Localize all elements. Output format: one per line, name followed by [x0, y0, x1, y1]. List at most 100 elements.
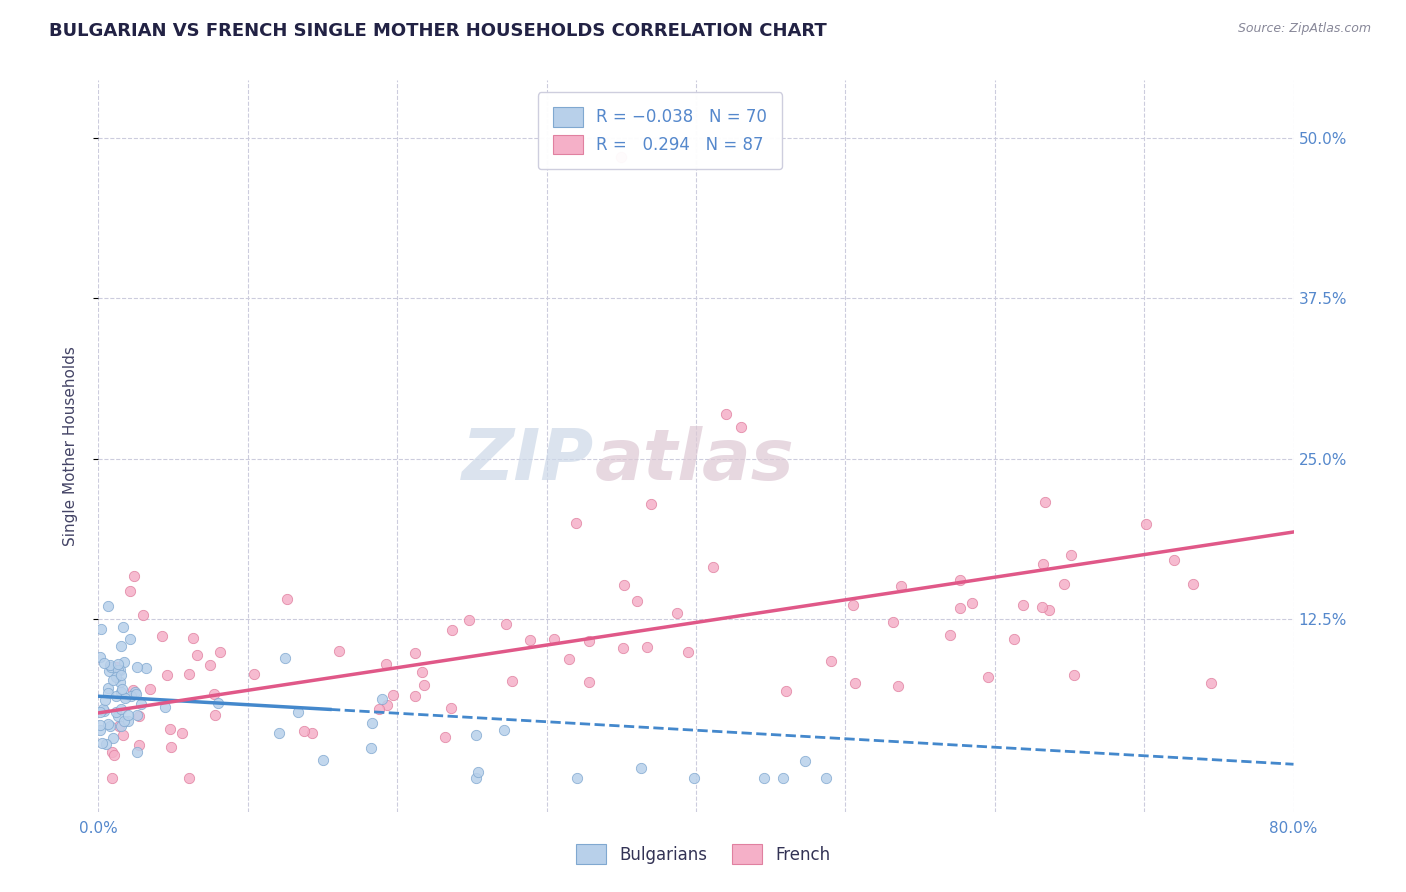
Point: [276, 591, 298, 606]
Point: [274, 650, 297, 665]
Point: [100, 660, 122, 674]
Point: [202, 687, 225, 701]
Point: [243, 666, 266, 681]
Point: [97, 664, 120, 678]
Point: [93, 657, 115, 671]
Point: [501, 673, 523, 688]
Point: [702, 559, 724, 574]
Point: [413, 678, 436, 692]
Y-axis label: Single Mother Households: Single Mother Households: [63, 346, 77, 546]
Point: [100, 719, 122, 733]
Point: [1002, 632, 1025, 647]
Point: [125, 687, 148, 701]
Point: [111, 682, 134, 697]
Point: [772, 772, 794, 786]
Point: [117, 714, 139, 728]
Point: [610, 150, 633, 164]
Point: [120, 690, 142, 704]
Point: [110, 639, 132, 653]
Text: Source: ZipAtlas.com: Source: ZipAtlas.com: [1237, 22, 1371, 36]
Point: [89, 723, 111, 737]
Point: [124, 684, 146, 698]
Point: [613, 578, 636, 592]
Point: [104, 690, 127, 704]
Point: [1063, 667, 1085, 681]
Point: [160, 740, 183, 755]
Point: [666, 606, 689, 620]
Point: [714, 407, 737, 421]
Point: [93, 702, 115, 716]
Point: [98, 658, 121, 673]
Point: [150, 629, 173, 643]
Point: [814, 772, 837, 786]
Point: [292, 723, 315, 738]
Point: [112, 655, 135, 669]
Point: [612, 641, 634, 656]
Point: [93, 705, 115, 719]
Point: [820, 654, 842, 668]
Point: [105, 670, 128, 684]
Point: [90, 622, 112, 636]
Point: [1060, 548, 1083, 562]
Point: [287, 705, 309, 719]
Point: [209, 645, 232, 659]
Point: [204, 707, 226, 722]
Text: atlas: atlas: [595, 426, 794, 495]
Point: [404, 689, 426, 703]
Point: [457, 614, 479, 628]
Point: [381, 688, 404, 702]
Point: [200, 657, 222, 672]
Point: [118, 632, 141, 647]
Point: [156, 668, 179, 682]
Point: [89, 705, 111, 719]
Point: [730, 419, 752, 434]
Point: [775, 683, 797, 698]
Point: [97, 717, 120, 731]
Point: [181, 632, 204, 646]
Point: [135, 661, 157, 675]
Point: [110, 719, 132, 733]
Point: [519, 632, 541, 647]
Point: [361, 716, 384, 731]
Point: [371, 692, 394, 706]
Point: [882, 615, 904, 630]
Point: [112, 620, 135, 634]
Point: [1201, 676, 1223, 690]
Point: [131, 608, 153, 623]
Point: [492, 723, 515, 738]
Point: [110, 668, 132, 682]
Point: [752, 772, 775, 786]
Point: [122, 683, 145, 698]
Point: [101, 772, 124, 786]
Point: [626, 593, 648, 607]
Point: [887, 679, 910, 693]
Point: [107, 708, 129, 723]
Point: [89, 650, 111, 665]
Point: [159, 723, 181, 737]
Point: [1135, 517, 1157, 532]
Point: [360, 741, 382, 756]
Point: [374, 657, 396, 672]
Point: [97, 686, 120, 700]
Point: [128, 738, 150, 752]
Point: [464, 772, 486, 786]
Point: [1012, 599, 1035, 613]
Point: [118, 583, 141, 598]
Point: [107, 657, 129, 672]
Point: [177, 667, 200, 681]
Legend: Bulgarians, French: Bulgarians, French: [569, 838, 837, 871]
Point: [495, 617, 517, 632]
Point: [977, 670, 1000, 684]
Point: [433, 730, 456, 744]
Point: [375, 698, 398, 712]
Point: [938, 628, 960, 642]
Point: [112, 714, 135, 728]
Point: [94, 737, 117, 751]
Point: [110, 685, 132, 699]
Point: [97, 599, 120, 614]
Point: [172, 726, 194, 740]
Point: [90, 736, 112, 750]
Point: [127, 708, 149, 723]
Point: [108, 719, 131, 733]
Point: [890, 579, 912, 593]
